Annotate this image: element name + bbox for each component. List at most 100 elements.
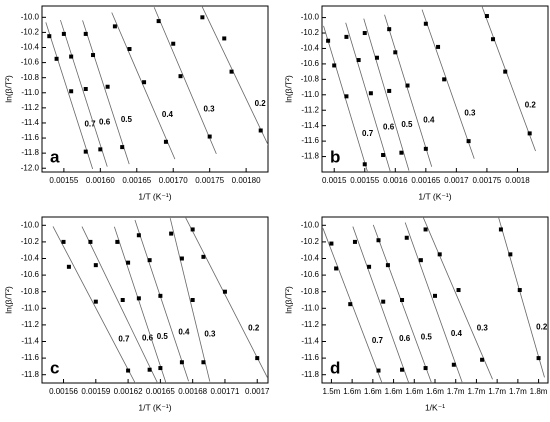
data-point [83, 149, 88, 154]
data-point [393, 50, 398, 55]
data-point [190, 227, 195, 232]
data-point [442, 77, 447, 82]
fit-line [498, 217, 545, 378]
data-point [400, 298, 405, 302]
y-tick-label: -10.8 [21, 287, 40, 296]
data-point [437, 252, 442, 257]
data-point [423, 227, 428, 232]
data-point [387, 88, 392, 93]
y-tick-label: -11.4 [21, 118, 39, 127]
data-point [91, 53, 96, 58]
fit-line [345, 22, 391, 172]
series-label: 0.7 [362, 129, 374, 138]
data-point [190, 298, 195, 302]
data-point [423, 21, 428, 26]
y-tick-label: -11.6 [301, 353, 319, 362]
fit-line [421, 9, 475, 159]
y-tick-label: -10.0 [301, 220, 320, 229]
data-point [222, 36, 227, 41]
data-point [385, 263, 390, 268]
series-label: 0.4 [178, 327, 190, 336]
x-tick-label: 0.00170 [159, 176, 188, 185]
x-tick-label: 0.0018 [505, 176, 530, 185]
series-label: 0.7 [84, 120, 96, 129]
x-axis-label: 1/T (K⁻¹) [138, 402, 171, 412]
x-tick-label: 0.00165 [122, 176, 151, 185]
data-point [356, 58, 361, 63]
data-point [456, 288, 461, 293]
data-point [54, 56, 59, 61]
y-tick-label: -10.8 [301, 287, 320, 296]
series-label: 0.6 [142, 333, 154, 342]
data-point [404, 235, 409, 240]
fit-line [184, 217, 268, 378]
y-tick-label: -11.2 [21, 103, 39, 112]
y-tick-label: -10.8 [21, 73, 40, 82]
fit-line [45, 22, 94, 170]
x-tick-label: 1.7m [468, 387, 486, 396]
y-tick-label: -11.6 [21, 133, 39, 142]
data-point [508, 252, 513, 257]
data-point [344, 34, 349, 39]
y-axis-label: ln(β/T²) [3, 286, 13, 314]
data-point [126, 368, 131, 373]
fit-line [113, 226, 167, 383]
data-point [158, 293, 163, 298]
y-tick-label: -11.8 [21, 370, 39, 379]
series-label: 0.2 [248, 323, 260, 332]
x-tick-label: 1.5m [323, 387, 341, 396]
series-label: 0.4 [423, 115, 435, 124]
series-label: 0.2 [525, 101, 537, 110]
fit-line [384, 14, 433, 167]
x-tick-label: 0.00159 [81, 387, 110, 396]
data-point [381, 153, 386, 158]
panel: -11.8 -11.6 -11.4 -11.2 -11.0 -10.8 -10.6 -10.4… [283, 5, 549, 201]
x-tick-label: 0.00156 [49, 387, 78, 396]
data-point [423, 146, 428, 151]
y-tick-label: -10.0 [21, 12, 40, 21]
y-tick-label: -11.8 [301, 152, 319, 161]
y-tick-label: -11.2 [301, 320, 319, 329]
y-tick-label: -11.8 [301, 370, 319, 379]
data-point [326, 38, 331, 43]
data-point [329, 241, 334, 246]
y-tick-label: -10.6 [21, 58, 40, 67]
data-point [436, 44, 441, 49]
data-point [399, 150, 404, 155]
data-point [147, 258, 152, 263]
fit-line [153, 7, 217, 155]
x-tick-label: 0.00175 [195, 176, 224, 185]
y-tick-label: -10.2 [21, 237, 40, 246]
x-tick-label: 0.00171 [210, 387, 239, 396]
data-point [147, 367, 152, 372]
data-point [400, 367, 405, 372]
y-tick-label: -10.6 [21, 270, 40, 279]
plot-frame [321, 5, 549, 173]
plot-frame [41, 5, 269, 173]
data-point [503, 69, 508, 74]
data-point [352, 239, 357, 244]
data-point [201, 254, 206, 259]
data-point [332, 63, 337, 68]
x-tick-label: 0.00155 [350, 176, 379, 185]
series-label: 0.5 [401, 120, 413, 129]
series-label: 0.6 [399, 334, 411, 343]
x-tick-label: 0.0015 [322, 176, 347, 185]
y-tick-label: -10.0 [301, 13, 320, 22]
data-point [169, 231, 174, 236]
series-label: 0.5 [157, 332, 169, 341]
series-label: 0.4 [451, 329, 463, 338]
data-point [61, 239, 66, 244]
y-tick-label: -11.0 [21, 88, 39, 97]
fit-line [60, 19, 108, 167]
y-tick-label: -11.0 [301, 90, 319, 99]
y-tick-label: -11.4 [21, 337, 39, 346]
y-tick-label: -11.0 [301, 303, 319, 312]
x-tick-label: 0.0016 [383, 176, 408, 185]
y-tick-label: -11.6 [21, 353, 39, 362]
data-point [201, 360, 206, 365]
data-point [93, 263, 98, 268]
series-label: 0.6 [383, 122, 395, 131]
fit-line [363, 18, 410, 171]
